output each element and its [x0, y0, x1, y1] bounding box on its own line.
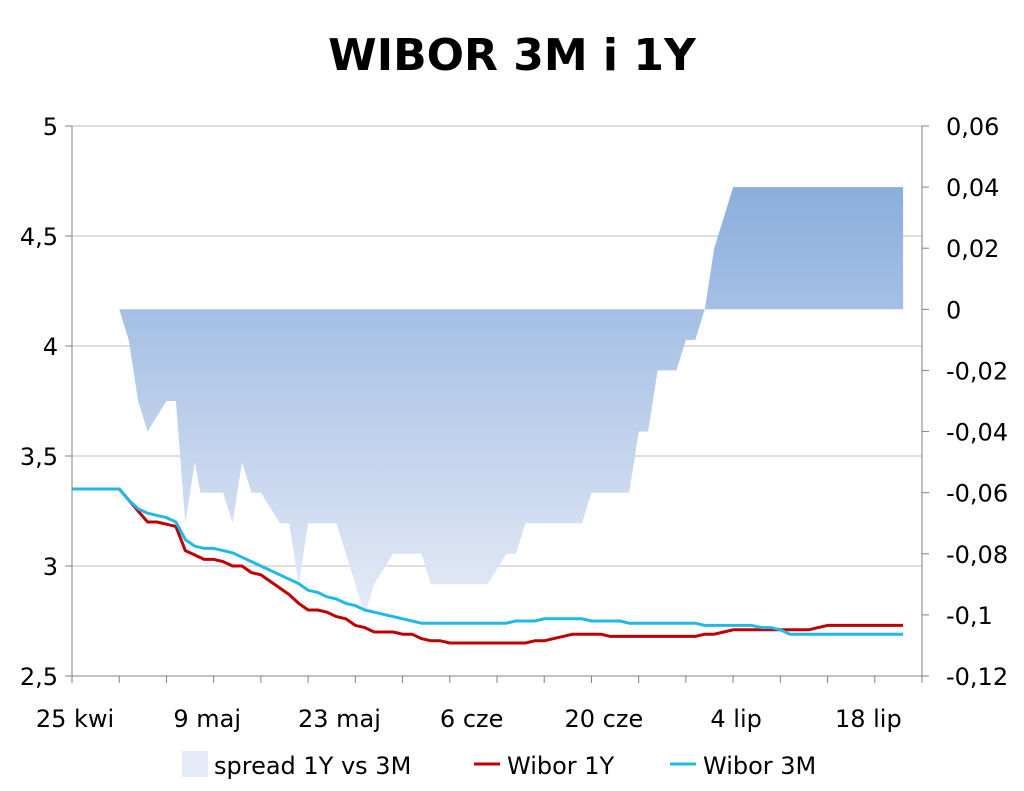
legend: spread 1Y vs 3M Wibor 1Y Wibor 3M	[182, 751, 816, 780]
x-tick-label: 4 lip	[710, 705, 761, 733]
x-tick-label: 18 lip	[835, 705, 902, 733]
y-right-tick-label: -0,1	[946, 602, 993, 630]
x-tick-label: 20 cze	[565, 705, 644, 733]
y-right-tick-label: -0,02	[946, 357, 1008, 385]
y-right-tick-label: -0,06	[946, 480, 1008, 508]
legend-swatch-spread	[182, 751, 208, 777]
y-left-tick-label: 4	[43, 333, 58, 361]
y-right-tick-label: -0,04	[946, 419, 1008, 447]
y-left-tick-label: 3,5	[20, 443, 58, 471]
legend-label-spread: spread 1Y vs 3M	[214, 752, 411, 780]
legend-label-1y: Wibor 1Y	[507, 752, 615, 780]
y-left-tick-label: 2,5	[20, 663, 58, 691]
y-right-tick-label: 0,02	[946, 235, 999, 263]
spread-area-layer	[119, 187, 904, 615]
x-tick-label: 23 maj	[298, 705, 381, 733]
legend-label-3m: Wibor 3M	[703, 752, 816, 780]
line-series-layer	[72, 487, 904, 645]
y-left-tick-label: 4,5	[20, 223, 58, 251]
x-tick-label: 25 kwi	[36, 705, 114, 733]
axes: 2,5 3 3,5 4 4,5 5 -0,12 -0,1 -0,08 -0,06 -0,04 -0,0…	[20, 113, 1008, 733]
chart-title: WIBOR 3M i 1Y	[328, 30, 696, 81]
y-right-tick-label: 0,04	[946, 174, 999, 202]
y-left-tick-label: 3	[43, 553, 58, 581]
wibor-1y-line	[72, 487, 904, 645]
x-tick-label: 9 maj	[173, 705, 241, 733]
y-right-tick-label: -0,12	[946, 663, 1008, 691]
y-right-tick-label: -0,08	[946, 541, 1008, 569]
x-tick-label: 6 cze	[440, 705, 503, 733]
wibor-3m-line	[72, 487, 904, 636]
y-left-tick-label: 5	[43, 113, 58, 141]
y-right-tick-label: 0,06	[946, 113, 999, 141]
y-right-tick-label: 0	[946, 296, 961, 324]
spread-area	[119, 187, 904, 615]
